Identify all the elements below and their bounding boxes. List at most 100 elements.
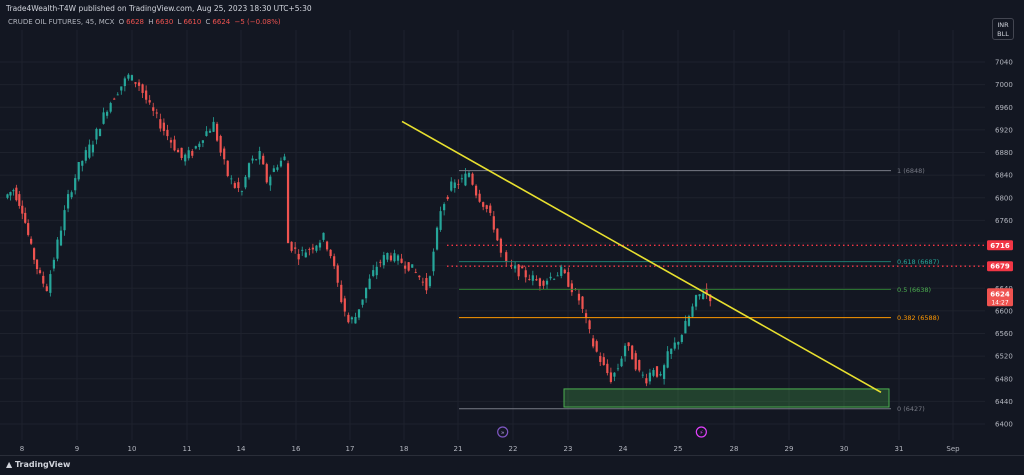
- candle-body: [130, 75, 134, 81]
- close-value: 6624: [212, 18, 231, 26]
- x-tick-label: 14: [237, 445, 246, 453]
- forward-icon: [497, 426, 509, 438]
- y-tick-label: 6920: [995, 126, 1013, 134]
- candle-body: [372, 270, 375, 276]
- candle-body: [201, 140, 204, 143]
- y-tick-label: 6800: [995, 194, 1013, 202]
- y-tick-label: 6520: [995, 353, 1013, 361]
- candle-body: [645, 378, 648, 384]
- candle-body: [9, 192, 12, 196]
- fib-level-label: 0.382 (6588): [897, 314, 939, 322]
- chart-grid: [0, 30, 985, 440]
- candle-body: [620, 358, 623, 367]
- candle-body: [308, 249, 311, 251]
- candle-body: [670, 348, 673, 354]
- candle-body: [361, 299, 364, 305]
- candle-body: [102, 112, 105, 124]
- candle-body: [294, 247, 297, 249]
- candle-body: [641, 374, 644, 376]
- candle-body: [517, 264, 520, 277]
- candle-body: [187, 150, 190, 159]
- candle-body: [482, 202, 485, 207]
- y-tick-label: 6560: [995, 330, 1013, 338]
- candle-body: [212, 121, 215, 132]
- high-label: H: [148, 18, 154, 26]
- x-tick-label: 30: [840, 445, 849, 453]
- candle-body: [286, 163, 290, 244]
- time-axis[interactable]: 8 9 10 11 14 16 17 18 21 22 23 24 25 28 29 30 31 Sep: [20, 445, 960, 453]
- candle-body: [524, 270, 527, 278]
- candle-body: [98, 128, 102, 137]
- candle-body: [237, 182, 240, 189]
- candle-body: [340, 284, 343, 303]
- y-tick-label: 6760: [995, 217, 1013, 225]
- candle-body: [137, 82, 141, 86]
- candle-body: [521, 266, 524, 269]
- candle-body: [677, 341, 680, 345]
- candle-body: [478, 193, 481, 202]
- candle-body: [687, 316, 691, 326]
- candle-body: [702, 293, 705, 300]
- candle-body: [418, 275, 421, 278]
- candle-body: [32, 248, 36, 260]
- candle-body: [588, 320, 591, 330]
- flash-icon: [695, 426, 707, 438]
- candle-body: [560, 266, 563, 276]
- price-axis[interactable]: 6400644064806520656066006640668067206760…: [987, 59, 1013, 429]
- candle-body: [446, 196, 449, 200]
- y-tick-label: 6960: [995, 104, 1013, 112]
- candle-body: [63, 210, 66, 231]
- x-tick-label: 18: [400, 445, 409, 453]
- drawing-overlays: 1 (6848) 0.618 (6687) 0.5 (6638) 0.382 (658…: [401, 120, 939, 438]
- candle-body: [113, 98, 116, 100]
- candle-body: [318, 242, 322, 248]
- x-tick-label: 11: [183, 445, 192, 453]
- level-tag-label: 6716: [990, 242, 1010, 250]
- candle-body: [631, 345, 634, 360]
- candle-body: [276, 167, 279, 170]
- candle-body: [66, 194, 70, 209]
- countdown-label: 14:27: [991, 299, 1008, 306]
- candle-body: [379, 261, 382, 263]
- currency-unit-button[interactable]: INR BLL: [992, 18, 1014, 40]
- candle-body: [684, 320, 687, 334]
- candle-body: [421, 281, 424, 283]
- candle-body: [489, 205, 492, 213]
- candle-body: [474, 185, 478, 196]
- candle-body: [428, 276, 432, 287]
- candle-body: [159, 119, 162, 129]
- y-tick-label: 6840: [995, 172, 1013, 180]
- candle-body: [155, 112, 158, 114]
- candle-body: [613, 372, 616, 377]
- candle-body: [393, 253, 396, 262]
- candle-body: [247, 163, 251, 178]
- fib-level-label: 1 (6848): [897, 167, 925, 175]
- candle-body: [88, 144, 91, 158]
- candle-body: [549, 276, 552, 279]
- candle-body: [166, 129, 169, 137]
- x-tick-label: Sep: [946, 445, 960, 453]
- candle-body: [91, 144, 95, 153]
- candle-body: [262, 155, 265, 165]
- tradingview-logo[interactable]: ▲ TradingView: [6, 460, 71, 469]
- x-tick-label: 23: [564, 445, 573, 453]
- fib-level-label: 0.618 (6687): [897, 258, 939, 266]
- candle-body: [311, 247, 314, 250]
- candle-body: [570, 283, 573, 293]
- fib-level-label: 0.5 (6638): [897, 286, 931, 294]
- candle-body: [485, 205, 488, 209]
- candle-body: [208, 130, 212, 133]
- last-price-tag: [987, 288, 1013, 307]
- candle-body: [634, 353, 637, 370]
- y-tick-label: 6440: [995, 398, 1013, 406]
- y-tick-label: 7000: [995, 81, 1013, 89]
- candle-body: [176, 149, 180, 153]
- symbol-legend[interactable]: CRUDE OIL FUTURES, 45, MCX O 6628 H 6630 L…: [8, 18, 283, 26]
- candle-body: [251, 158, 254, 161]
- candle-body: [12, 190, 15, 192]
- candle-body: [106, 111, 109, 116]
- candle-body: [698, 294, 701, 297]
- x-tick-label: 28: [730, 445, 739, 453]
- candle-body: [347, 314, 350, 323]
